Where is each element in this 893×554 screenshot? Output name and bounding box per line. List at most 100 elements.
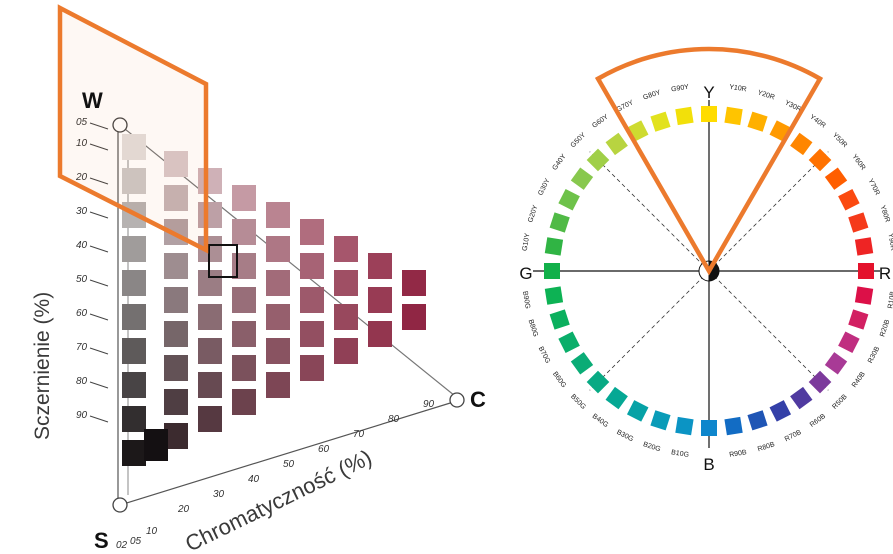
hue-swatch (650, 111, 671, 132)
blackness-tick (89, 313, 109, 321)
color-swatch (122, 406, 146, 432)
hue-label: G60Y (591, 113, 610, 129)
hue-swatch (858, 263, 874, 279)
hue-swatch (626, 400, 649, 422)
hue-label: Y50R (831, 132, 848, 149)
hue-swatch (848, 309, 869, 330)
color-swatch (122, 440, 146, 466)
hue-swatch (544, 286, 564, 305)
black-corner-node (112, 497, 128, 513)
color-swatch (122, 304, 146, 330)
color-swatch (232, 287, 256, 313)
triangle-svg: 0510203040506070809002051020304050607080… (31, 4, 486, 554)
color-swatch (402, 270, 426, 296)
diagonal-axis-line (589, 270, 710, 391)
hue-label: B10G (671, 449, 690, 459)
color-swatch (198, 406, 222, 432)
hue-swatch-g60y (605, 132, 628, 156)
hue-swatch (605, 132, 628, 156)
chroma-tick-label: 50 (283, 459, 295, 470)
hue-swatch (838, 188, 860, 211)
hue-label-y: Y (703, 83, 714, 102)
hue-swatch-b20g (650, 410, 671, 431)
ncs-hue-circle: Y10R Y20R Y30R Y40R Y50R Y60R Y70R Y80R Y90R R10B… (520, 0, 893, 554)
hue-label: G10Y (522, 232, 532, 251)
blackness-tick (89, 177, 109, 185)
hue-swatch-b40g (605, 386, 628, 410)
blackness-tick-label: 50 (76, 274, 88, 285)
hue-swatch (838, 331, 860, 354)
hue-swatch (724, 416, 743, 436)
hue-label: R90B (729, 449, 748, 459)
hue-swatch (790, 386, 813, 410)
blackness-tick (89, 381, 109, 389)
chroma-corner-node (449, 392, 465, 408)
hue-swatch-r (858, 263, 874, 279)
hue-swatch-y80r (848, 212, 869, 233)
color-swatch (122, 372, 146, 398)
color-swatch (300, 253, 324, 279)
hue-label-b: B (703, 455, 714, 474)
hue-swatch (747, 111, 768, 132)
diagonal-axis-line (708, 151, 829, 272)
color-swatch (122, 270, 146, 296)
hue-swatch (570, 352, 594, 375)
blackness-tick (89, 415, 109, 423)
hue-swatch (605, 386, 628, 410)
color-swatch (266, 270, 290, 296)
color-swatch (164, 321, 188, 347)
hue-label-g: G (520, 264, 533, 283)
color-swatch (334, 270, 358, 296)
color-swatch (198, 202, 222, 228)
hue-swatch (544, 263, 560, 279)
hue-label: B70G (537, 346, 551, 365)
hue-swatch-r90b (724, 416, 743, 436)
hue-swatch (701, 106, 717, 122)
blackness-tick (89, 143, 109, 151)
hue-swatch (790, 132, 813, 156)
selected-swatch-outline (208, 244, 238, 278)
hue-swatch-y (701, 106, 717, 122)
hue-label: Y60R (850, 153, 866, 171)
blackness-tick (89, 347, 109, 355)
diagonal-axis-line (589, 151, 710, 272)
hue-label: B90G (521, 291, 531, 310)
hue-swatch-g (544, 263, 560, 279)
hue-label: G50Y (570, 131, 588, 149)
blackness-tick-label: 05 (76, 117, 88, 128)
hue-swatch-b60g (570, 352, 594, 375)
hue-swatch (650, 410, 671, 431)
hue-label: B50G (569, 393, 587, 411)
hue-swatch (848, 212, 869, 233)
hue-label: G20Y (527, 204, 539, 224)
chroma-tick-label: 70 (353, 429, 365, 440)
blackness-tick-label: 90 (76, 410, 88, 421)
hue-label: R40B (851, 371, 867, 390)
ncs-color-triangle: 0510203040506070809002051020304050607080… (31, 4, 486, 554)
color-swatch (232, 185, 256, 211)
color-swatch (300, 321, 324, 347)
blackness-tick (89, 211, 109, 219)
hue-label: Y70R (866, 178, 880, 197)
hue-label: R60B (809, 413, 828, 429)
color-swatch (402, 304, 426, 330)
color-swatch (368, 253, 392, 279)
black-chroma-edge (119, 399, 461, 506)
hue-label: G80Y (642, 89, 662, 101)
blackness-tick-label: 20 (75, 172, 88, 183)
color-swatch (232, 389, 256, 415)
hue-swatch (824, 167, 848, 190)
hue-swatch-g80y (650, 111, 671, 132)
hue-swatch-y10r (724, 106, 743, 126)
hue-label: B20G (642, 441, 661, 453)
hue-label: B60G (551, 371, 567, 390)
hue-swatch-b90g (544, 286, 564, 305)
hue-label: Y40R (808, 114, 826, 130)
hue-swatch-g10y (544, 237, 564, 256)
hue-swatch (675, 106, 694, 126)
hue-swatch (675, 416, 694, 436)
hue-label: Y10R (729, 84, 747, 94)
hue-swatch-b80g (549, 309, 570, 330)
diagonal-axis-line (708, 270, 829, 391)
